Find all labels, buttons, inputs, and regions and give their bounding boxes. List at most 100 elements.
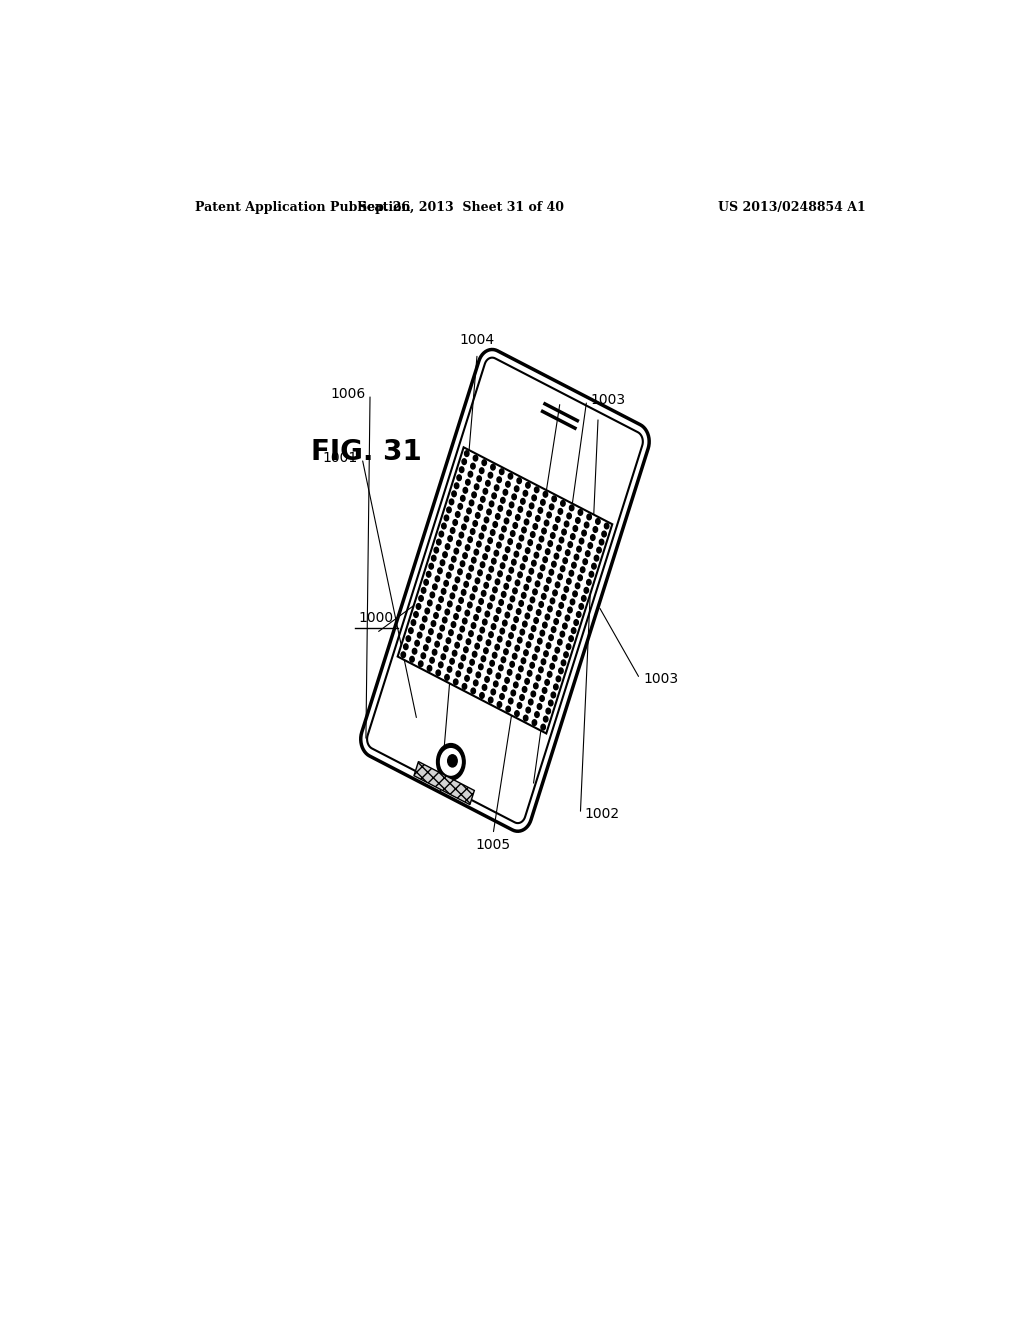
Circle shape — [520, 499, 525, 504]
Circle shape — [423, 616, 427, 622]
Circle shape — [461, 495, 465, 502]
Circle shape — [497, 543, 501, 548]
Circle shape — [515, 645, 519, 651]
Circle shape — [514, 552, 518, 557]
Circle shape — [582, 595, 586, 601]
Circle shape — [527, 511, 531, 516]
Circle shape — [504, 649, 508, 655]
Circle shape — [440, 560, 444, 565]
Circle shape — [444, 515, 449, 521]
Circle shape — [478, 504, 482, 511]
Circle shape — [602, 531, 606, 537]
Circle shape — [559, 537, 564, 543]
Text: 1003: 1003 — [591, 393, 626, 408]
Circle shape — [499, 599, 504, 606]
Circle shape — [565, 615, 569, 620]
Circle shape — [456, 577, 460, 582]
Circle shape — [458, 503, 463, 510]
Circle shape — [489, 502, 494, 507]
Circle shape — [554, 553, 559, 558]
Circle shape — [461, 561, 465, 566]
Circle shape — [500, 469, 504, 474]
Circle shape — [552, 496, 556, 502]
Circle shape — [503, 490, 508, 495]
Circle shape — [456, 671, 461, 677]
Circle shape — [496, 673, 501, 678]
Circle shape — [550, 664, 554, 669]
Circle shape — [478, 664, 483, 669]
Circle shape — [505, 612, 510, 618]
Circle shape — [520, 694, 524, 701]
Circle shape — [498, 702, 502, 708]
Circle shape — [468, 602, 472, 607]
Circle shape — [561, 594, 566, 601]
Circle shape — [473, 520, 477, 527]
Circle shape — [464, 582, 468, 587]
Circle shape — [562, 623, 567, 628]
Circle shape — [507, 510, 511, 516]
Circle shape — [535, 552, 539, 558]
Text: 1002: 1002 — [585, 807, 620, 821]
Circle shape — [561, 500, 565, 506]
Circle shape — [519, 535, 523, 541]
Circle shape — [464, 516, 469, 521]
Circle shape — [558, 508, 562, 515]
Circle shape — [542, 594, 546, 599]
Circle shape — [511, 624, 516, 631]
Circle shape — [430, 593, 434, 598]
Circle shape — [436, 671, 440, 676]
Circle shape — [535, 711, 540, 718]
Circle shape — [509, 632, 513, 639]
Circle shape — [544, 717, 548, 722]
Circle shape — [414, 611, 418, 618]
Circle shape — [579, 603, 584, 610]
Circle shape — [468, 537, 472, 543]
Circle shape — [526, 708, 530, 713]
Circle shape — [403, 644, 408, 649]
Circle shape — [512, 494, 516, 500]
Circle shape — [519, 601, 523, 606]
Circle shape — [513, 587, 517, 594]
Circle shape — [436, 743, 465, 780]
Circle shape — [467, 573, 471, 579]
Circle shape — [427, 665, 432, 671]
Circle shape — [440, 748, 461, 775]
Circle shape — [415, 640, 419, 645]
Circle shape — [413, 648, 417, 655]
Circle shape — [434, 612, 438, 618]
Polygon shape — [397, 447, 612, 734]
Circle shape — [550, 504, 554, 510]
Circle shape — [459, 532, 464, 539]
Circle shape — [460, 467, 464, 473]
Circle shape — [539, 508, 543, 513]
Circle shape — [514, 682, 518, 688]
Circle shape — [541, 499, 545, 506]
Circle shape — [483, 488, 487, 494]
Circle shape — [589, 572, 594, 577]
Circle shape — [543, 622, 547, 628]
Circle shape — [575, 583, 580, 589]
Circle shape — [490, 529, 495, 536]
Circle shape — [564, 652, 568, 657]
Circle shape — [543, 557, 548, 562]
Circle shape — [495, 484, 499, 491]
Circle shape — [565, 550, 570, 556]
Circle shape — [505, 677, 509, 684]
Circle shape — [559, 603, 563, 609]
Circle shape — [508, 605, 512, 610]
Circle shape — [476, 607, 481, 612]
Circle shape — [472, 492, 476, 498]
Circle shape — [512, 653, 517, 659]
Circle shape — [563, 558, 567, 564]
Circle shape — [401, 652, 406, 657]
Circle shape — [417, 603, 421, 610]
Circle shape — [468, 471, 473, 477]
Circle shape — [465, 676, 469, 681]
Circle shape — [443, 645, 449, 652]
Circle shape — [537, 675, 541, 681]
Circle shape — [522, 527, 526, 533]
Circle shape — [498, 636, 502, 642]
Circle shape — [481, 590, 486, 597]
Circle shape — [526, 577, 531, 582]
Circle shape — [438, 661, 443, 668]
